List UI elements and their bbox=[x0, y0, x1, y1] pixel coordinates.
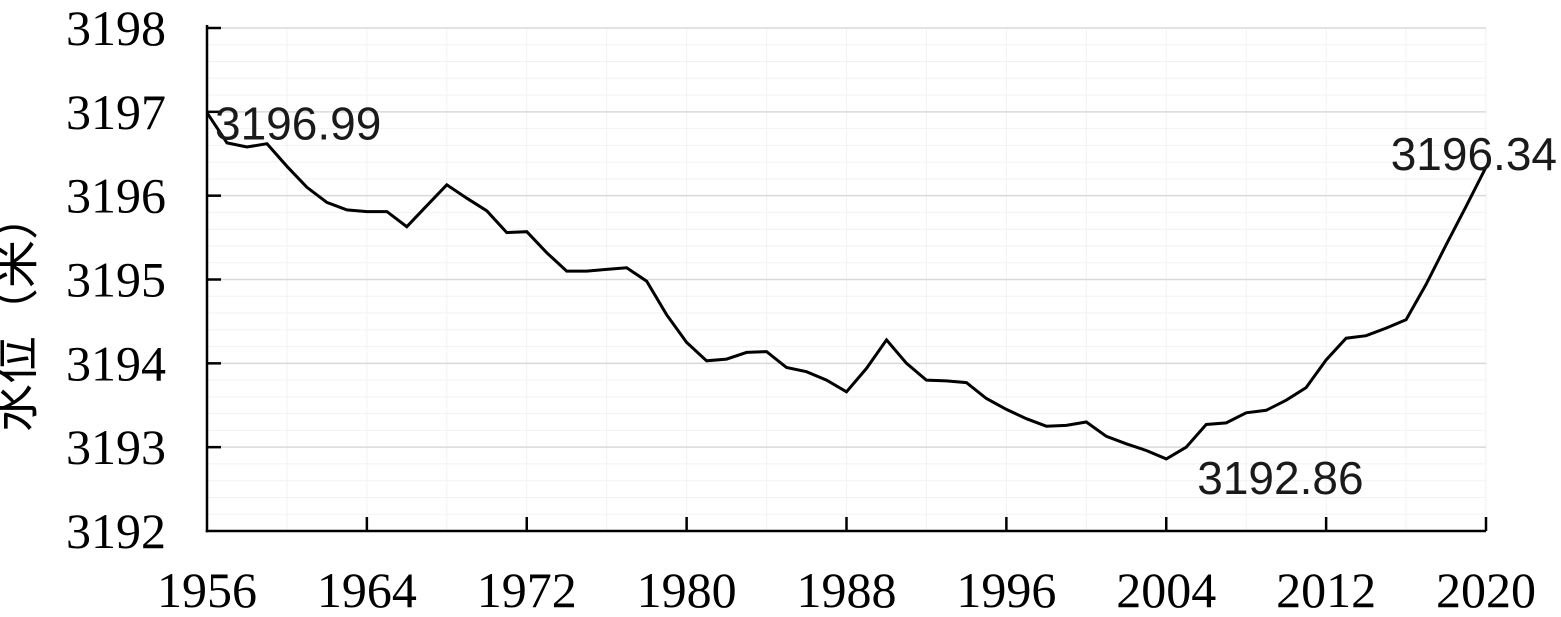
y-tick-label: 3197 bbox=[66, 84, 166, 140]
x-tick-label: 1988 bbox=[797, 562, 897, 617]
x-tick-label: 1980 bbox=[637, 562, 737, 617]
annotation-label: 3192.86 bbox=[1197, 452, 1363, 504]
x-tick-label: 2020 bbox=[1436, 562, 1536, 617]
y-tick-label: 3195 bbox=[66, 252, 166, 308]
annotation-label: 3196.34 bbox=[1391, 128, 1557, 180]
x-tick-label: 2012 bbox=[1276, 562, 1376, 617]
y-tick-label: 3196 bbox=[66, 168, 166, 224]
x-tick-label: 2004 bbox=[1116, 562, 1216, 617]
grid-major-horizontal bbox=[207, 27, 1486, 448]
tick-marks bbox=[207, 26, 1488, 531]
y-tick-label: 3198 bbox=[66, 0, 166, 56]
annotation-label: 3196.99 bbox=[215, 98, 381, 150]
y-tick-label: 3193 bbox=[66, 419, 166, 475]
y-tick-labels: 3192 3193 3194 3195 3196 3197 3198 bbox=[66, 0, 166, 559]
y-tick-label: 3192 bbox=[66, 503, 166, 559]
x-tick-label: 1996 bbox=[956, 562, 1056, 617]
y-tick-label: 3194 bbox=[66, 335, 166, 391]
series-line bbox=[205, 111, 1488, 461]
x-tick-labels: 1956 1964 1972 1980 1988 1996 2004 2012 2020 bbox=[157, 562, 1536, 617]
x-tick-label: 1972 bbox=[477, 562, 577, 617]
x-tick-label: 1964 bbox=[317, 562, 417, 617]
y-axis-title: 水位（米） bbox=[0, 192, 43, 432]
x-tick-label: 1956 bbox=[157, 562, 257, 617]
